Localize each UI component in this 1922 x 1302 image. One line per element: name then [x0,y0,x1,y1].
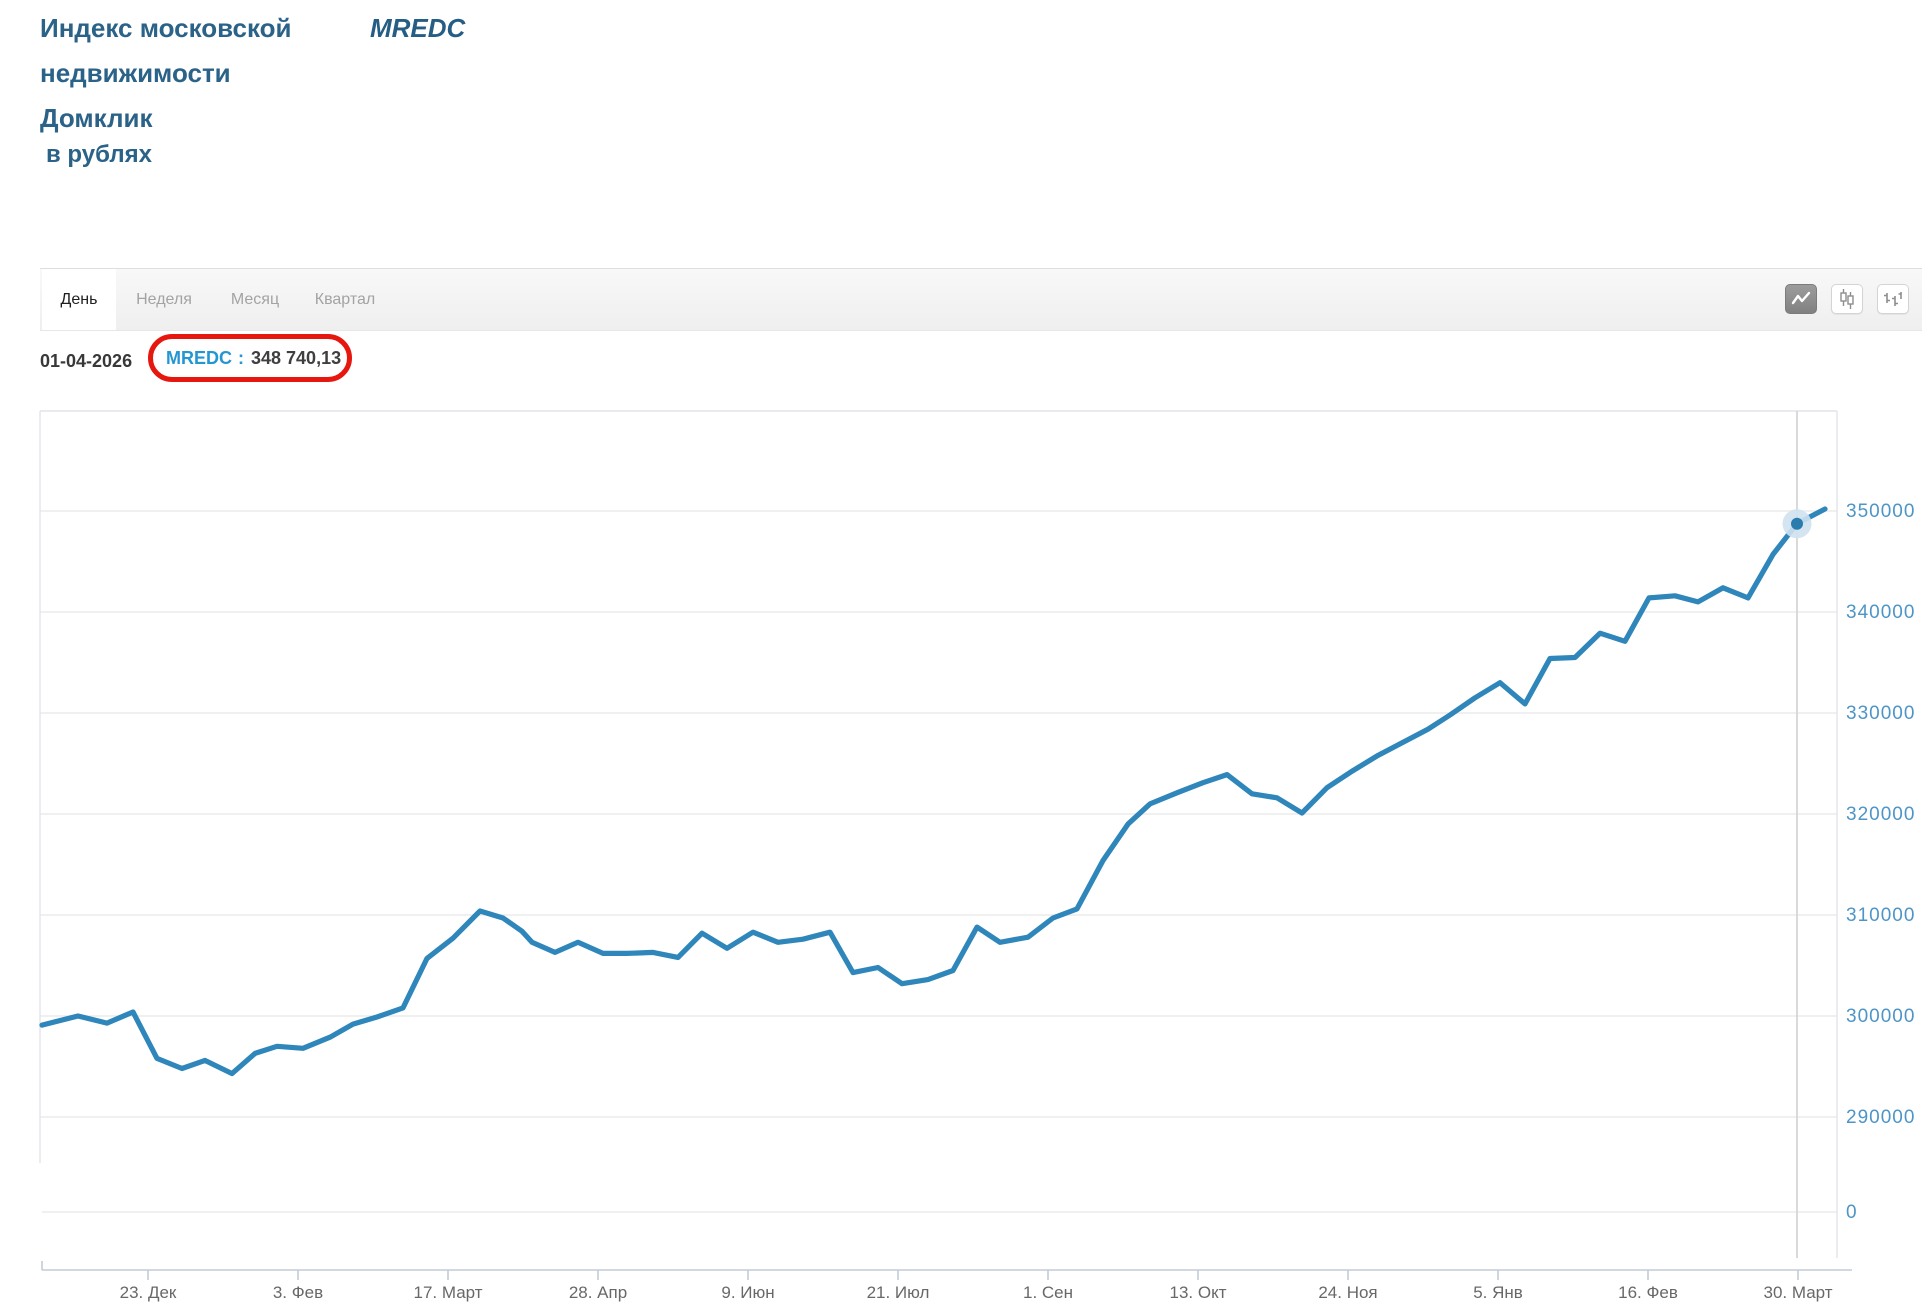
candlestick-chart-button[interactable] [1831,284,1863,314]
x-axis-label: 23. Дек [120,1283,177,1302]
tab-quarter[interactable]: Квартал [315,269,375,330]
title-line-2: недвижимости [40,58,231,88]
x-axis-label: 3. Фев [273,1283,323,1302]
x-axis-label: 13. Окт [1170,1283,1227,1302]
title-line-3: Домклик [40,103,153,133]
y-axis-label: 330000 [1846,703,1915,724]
ohlc-chart-icon [1884,292,1902,306]
candlestick-chart-icon [1840,289,1854,309]
lower-pane-label: 0 [1846,1202,1857,1223]
page-title: Индекс московской недвижимости Домклик [40,6,291,141]
period-tabbar: День Неделя Месяц Квартал [40,268,1922,331]
x-axis-label: 5. Янв [1473,1283,1523,1302]
tab-day-label: День [60,290,98,308]
x-axis-label: 28. Апр [569,1283,627,1302]
quote-value: 348 740,13 [251,347,342,368]
line-chart-icon [1791,291,1811,305]
y-axis-label: 290000 [1846,1107,1915,1128]
quote-date: 01-04-2026 [40,351,133,371]
tab-month-label: Месяц [230,290,280,308]
quote-separator: : [238,347,244,368]
tab-day[interactable]: День [42,269,116,330]
y-axis-label: 340000 [1846,602,1915,623]
x-axis-label: 17. Март [413,1283,482,1302]
x-axis-label: 21. Июл [867,1283,930,1302]
red-oval-annotation: MREDC : 348 740,13 [148,334,352,382]
x-axis-label: 30. Март [1763,1283,1832,1302]
x-axis-label: 16. Фев [1618,1283,1678,1302]
y-axis-label: 300000 [1846,1006,1915,1027]
x-axis-label: 1. Сен [1023,1283,1073,1302]
x-axis-label: 24. Ноя [1318,1283,1377,1302]
tab-week-label: Неделя [136,290,192,308]
title-line-1: Индекс московской [40,13,292,43]
y-axis-label: 350000 [1846,501,1915,522]
price-line-series [39,506,1828,1077]
y-axis-label: 320000 [1846,804,1915,825]
ohlc-chart-button[interactable] [1877,284,1909,314]
quote-ticker-label: MREDC [166,347,232,368]
line-chart-button[interactable] [1785,284,1817,314]
tab-month[interactable]: Месяц [227,269,283,330]
y-axis-label: 310000 [1846,905,1915,926]
marker-dot[interactable] [1791,517,1803,530]
tab-week[interactable]: Неделя [133,269,195,330]
tab-quarter-label: Квартал [314,290,376,308]
x-axis-label: 9. Июн [721,1283,774,1302]
ticker-symbol: MREDC [370,13,466,43]
currency-subtitle: в рублях [46,141,152,168]
